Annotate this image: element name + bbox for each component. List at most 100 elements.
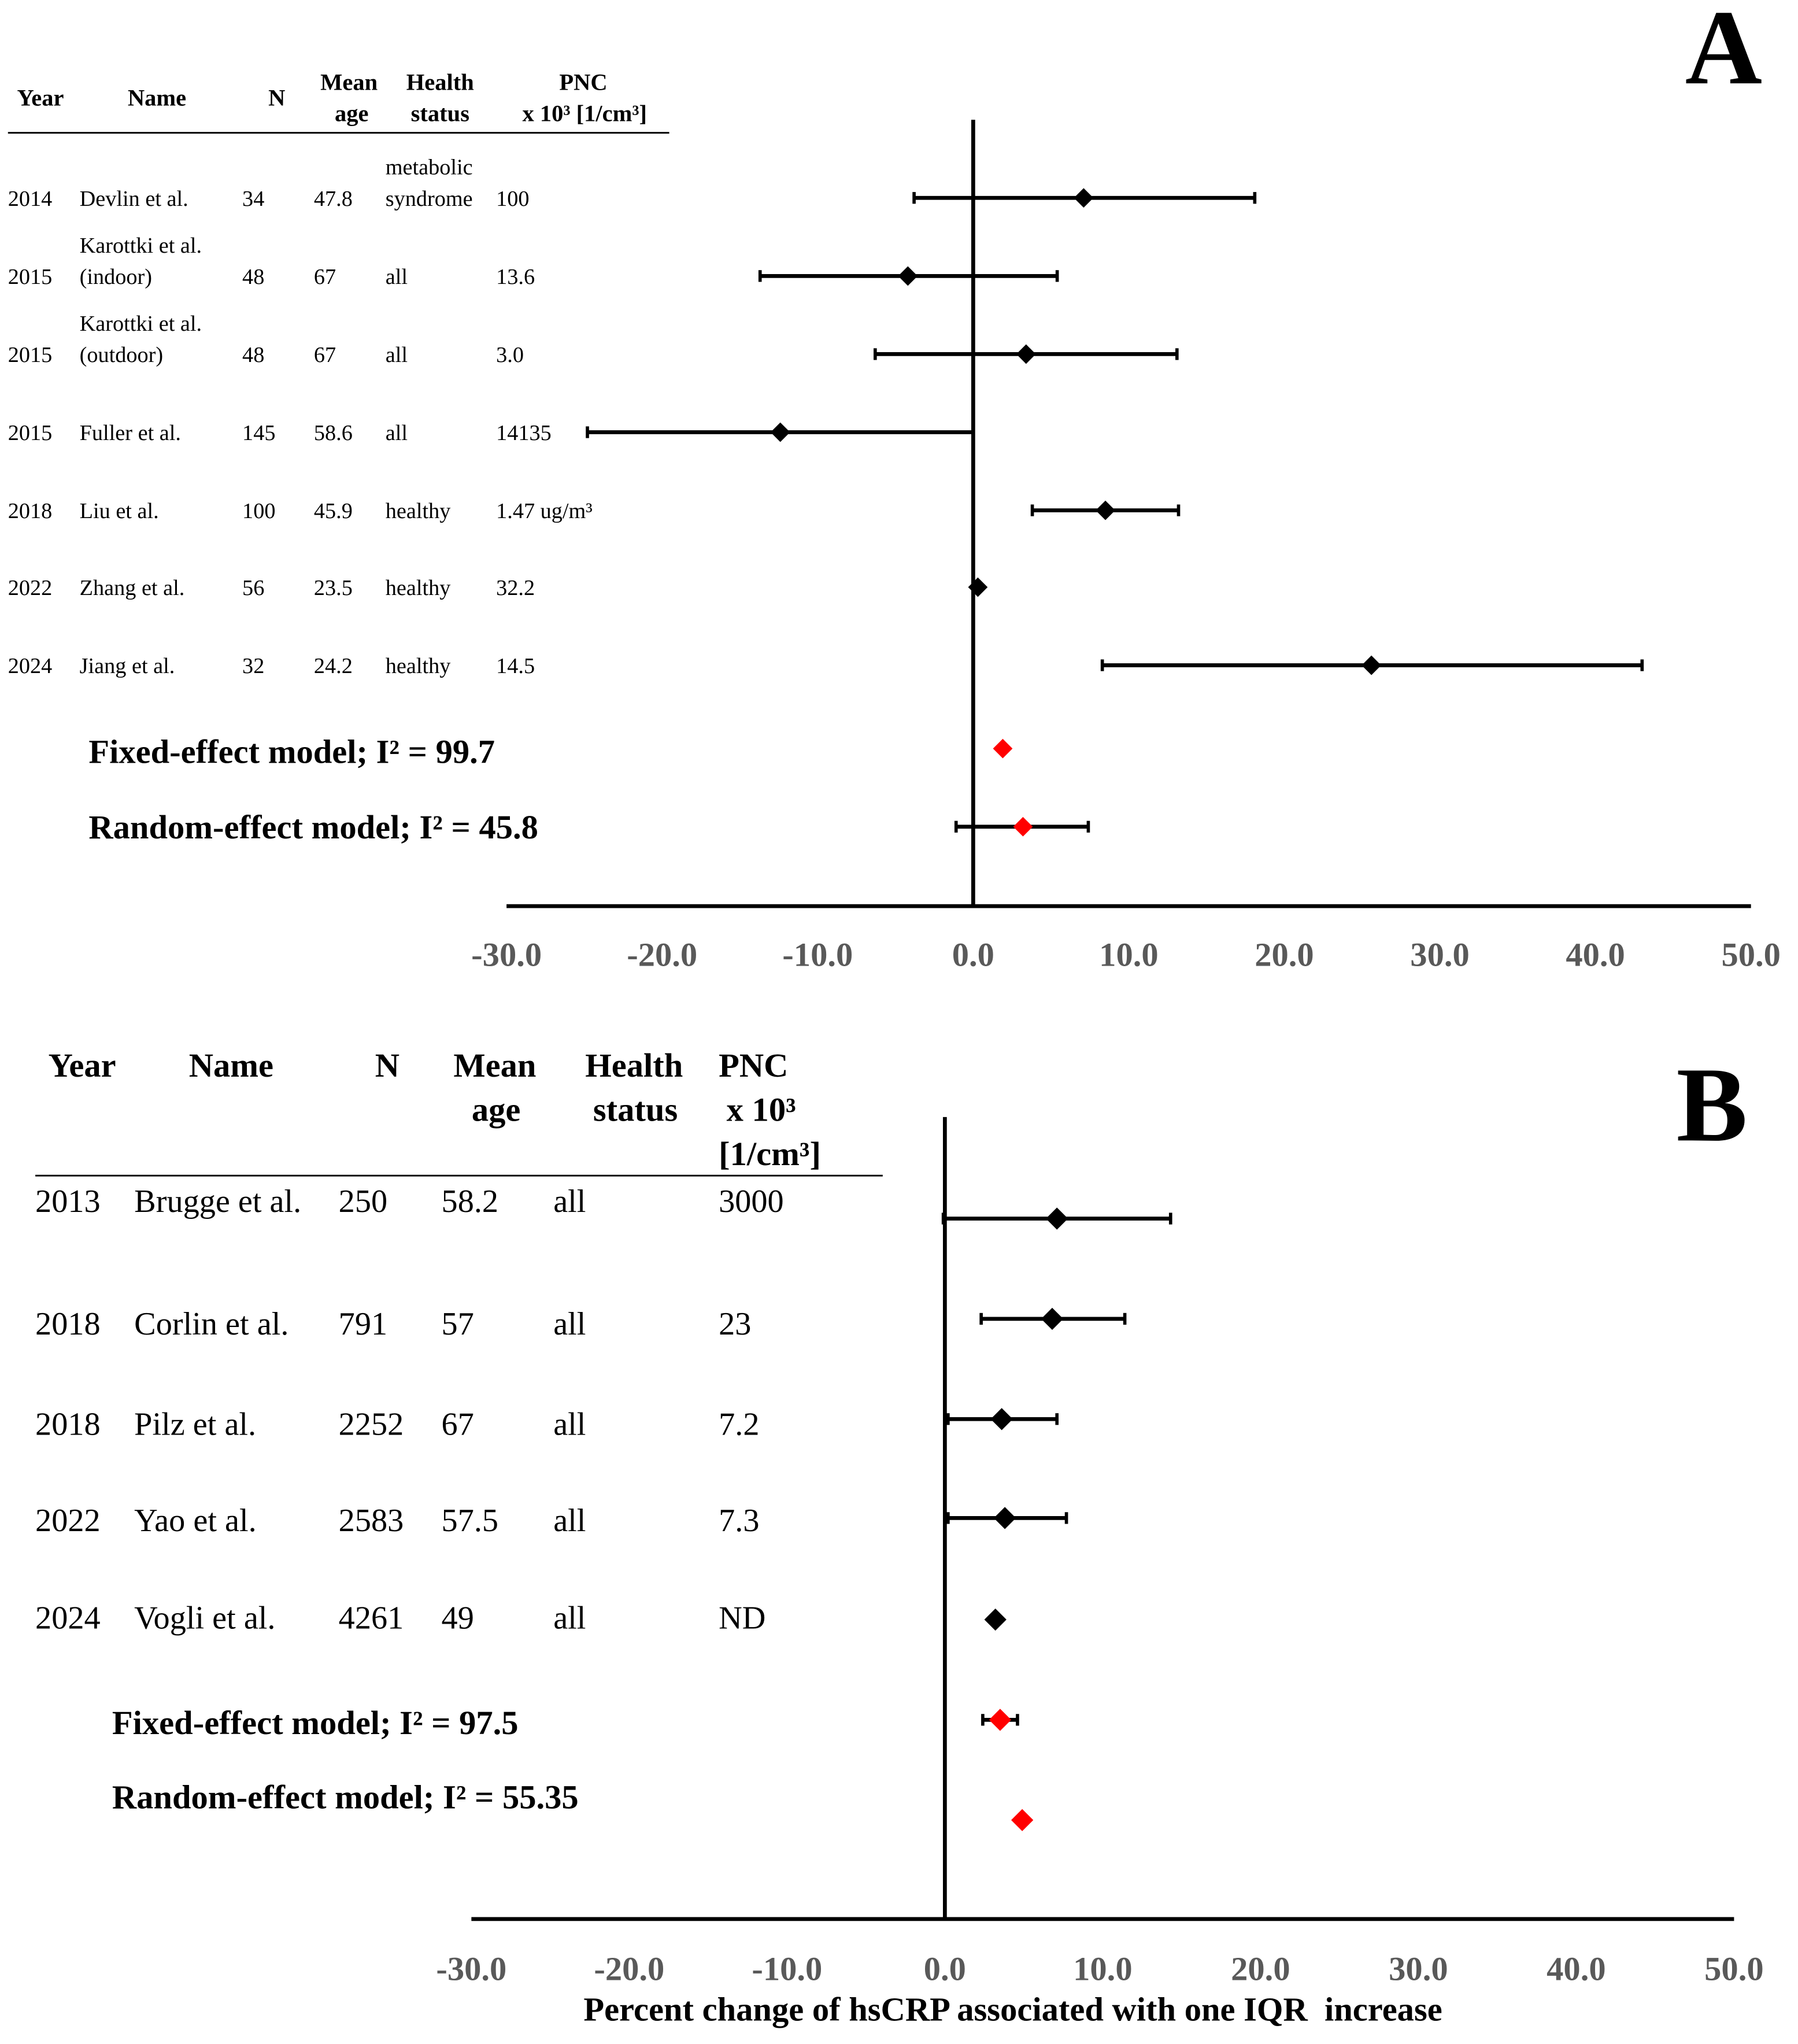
study-n: 32	[242, 654, 264, 678]
random-effect-model: Random-effect model; I² = 45.8	[88, 808, 1090, 846]
study-year: 2015	[8, 265, 53, 289]
column-header-pnc: x 10³	[727, 1091, 796, 1129]
study-name: Fuller et al.	[80, 421, 181, 445]
x-tick-label: 20.0	[1231, 1950, 1290, 1988]
study-row: 2018 Pilz et al. 2252 67 all 7.2	[35, 1406, 1059, 1442]
study-pnc: ND	[719, 1601, 765, 1636]
column-header-year: Year	[49, 1047, 116, 1084]
x-tick-label: 30.0	[1389, 1950, 1448, 1988]
study-pnc: 1.47 ug/m³	[496, 499, 593, 523]
study-estimate-marker	[1016, 344, 1036, 364]
column-header-name: Name	[128, 84, 186, 110]
study-name: Karottki et al.	[80, 234, 202, 258]
study-year: 2015	[8, 343, 53, 367]
study-pnc: 14135	[496, 421, 552, 445]
column-header-mean-age: age	[335, 100, 369, 126]
study-name: Devlin et al.	[80, 187, 188, 211]
column-header-mean-age: age	[472, 1091, 521, 1129]
study-n: 48	[242, 265, 264, 289]
study-name: Yao et al.	[134, 1503, 257, 1539]
study-n: 48	[242, 343, 264, 367]
model-estimate-marker	[1013, 816, 1033, 837]
study-estimate-marker	[770, 422, 790, 442]
study-name: Zhang et al.	[80, 576, 185, 600]
study-health-status: all	[553, 1184, 586, 1219]
model-label: Fixed-effect model; I² = 97.5	[112, 1704, 519, 1742]
study-mean-age: 57.5	[442, 1503, 498, 1539]
study-pnc: 32.2	[496, 576, 535, 600]
model-label: Random-effect model; I² = 55.35	[112, 1778, 579, 1816]
model-estimate-marker	[989, 1709, 1012, 1731]
study-name: Vogli et al.	[134, 1601, 275, 1636]
study-year: 2018	[8, 499, 53, 523]
x-tick-label: 10.0	[1099, 936, 1158, 974]
study-name: Pilz et al.	[134, 1406, 256, 1442]
x-tick-label: 30.0	[1410, 936, 1469, 974]
study-mean-age: 23.5	[314, 576, 353, 600]
column-header-health-status: Health	[585, 1047, 683, 1084]
study-mean-age: 58.2	[442, 1184, 498, 1219]
study-year: 2022	[8, 576, 53, 600]
panel-letter: B	[1677, 1045, 1748, 1163]
panel-b: B Year Name N Mean age Health status PNC x 10³ [1/…	[35, 1045, 1764, 2028]
x-tick-label: 20.0	[1255, 936, 1314, 974]
study-pnc: 3.0	[496, 343, 524, 367]
study-year: 2018	[35, 1306, 101, 1342]
study-mean-age: 24.2	[314, 654, 353, 678]
study-row: 2024 Vogli et al. 4261 49 all ND	[35, 1601, 1007, 1636]
column-header-health-status: status	[593, 1091, 678, 1129]
study-pnc: 3000	[719, 1184, 784, 1219]
column-header-health-status: status	[411, 100, 469, 126]
column-header-year: Year	[17, 84, 64, 110]
study-estimate-marker	[898, 266, 918, 286]
study-name: Brugge et al.	[134, 1184, 301, 1219]
study-name: (outdoor)	[80, 343, 164, 367]
study-pnc: 14.5	[496, 654, 535, 678]
table-header: Year Name N Mean age Health status PNC x 10³ [1/c…	[35, 1047, 883, 1177]
x-tick-label: 50.0	[1721, 936, 1780, 974]
study-health-status: all	[553, 1601, 586, 1636]
study-health-status: metabolic	[386, 156, 473, 180]
study-row: 2015 Fuller et al. 145 58.6 all 14135	[8, 421, 975, 445]
model-estimate-marker	[993, 738, 1013, 759]
study-health-status: syndrome	[386, 187, 473, 211]
x-axis-label: Percent change of hsCRP associated with …	[583, 1990, 1442, 2028]
study-row: 2018 Corlin et al. 791 57 all 23	[35, 1306, 1127, 1342]
study-estimate-marker	[1046, 1207, 1068, 1230]
x-tick-label: 0.0	[952, 936, 994, 974]
study-health-status: all	[386, 265, 408, 289]
column-header-n: N	[268, 84, 285, 110]
x-tick-label: 50.0	[1704, 1950, 1763, 1988]
study-mean-age: 67	[442, 1406, 474, 1442]
x-tick-label: -20.0	[627, 936, 697, 974]
study-row: 2018 Liu et al. 100 45.9 healthy 1.47 ug/m³	[8, 499, 1181, 523]
study-estimate-marker	[993, 1507, 1016, 1529]
study-year: 2024	[35, 1601, 101, 1636]
study-row: 2022 Zhang et al. 56 23.5 healthy 32.2	[8, 576, 988, 600]
study-estimate-marker	[1041, 1307, 1064, 1330]
study-year: 2018	[35, 1406, 101, 1442]
study-mean-age: 45.9	[314, 499, 353, 523]
study-n: 145	[242, 421, 275, 445]
study-mean-age: 67	[314, 265, 336, 289]
study-mean-age: 67	[314, 343, 336, 367]
study-year: 2014	[8, 187, 53, 211]
fixed-effect-model: Fixed-effect model; I² = 97.5	[112, 1704, 1019, 1742]
column-header-n: N	[375, 1047, 399, 1084]
study-estimate-marker	[1362, 655, 1382, 675]
study-health-status: all	[386, 343, 408, 367]
study-name: Corlin et al.	[134, 1306, 288, 1342]
model-label: Random-effect model; I² = 45.8	[88, 808, 538, 846]
model-estimate-marker	[1011, 1809, 1034, 1831]
study-pnc: 7.2	[719, 1406, 759, 1442]
study-mean-age: 47.8	[314, 187, 353, 211]
study-n: 2252	[339, 1406, 404, 1442]
study-name: Jiang et al.	[80, 654, 175, 678]
study-health-status: healthy	[386, 654, 451, 678]
random-effect-model: Random-effect model; I² = 55.35	[112, 1778, 1034, 1831]
column-header-mean-age: Mean	[320, 69, 378, 95]
study-year: 2022	[35, 1503, 101, 1539]
x-tick-label: 40.0	[1547, 1950, 1605, 1988]
x-tick-label: 10.0	[1073, 1950, 1132, 1988]
study-health-status: all	[553, 1503, 586, 1539]
